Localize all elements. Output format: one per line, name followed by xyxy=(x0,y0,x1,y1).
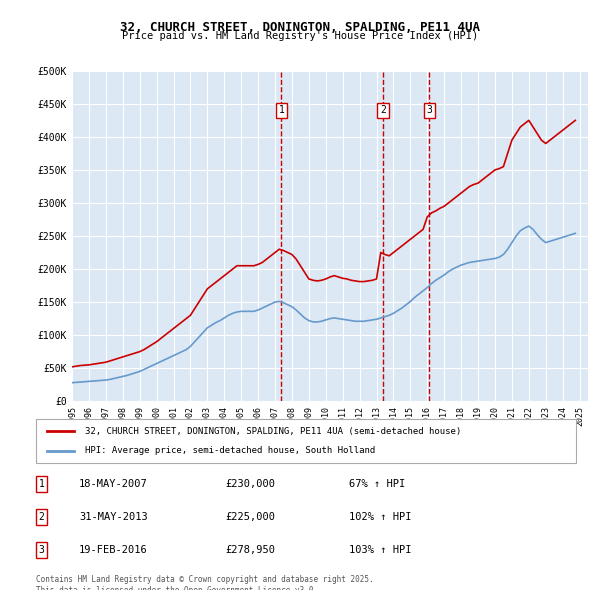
Text: 2: 2 xyxy=(38,512,44,522)
Text: 19-FEB-2016: 19-FEB-2016 xyxy=(79,545,148,555)
Text: £225,000: £225,000 xyxy=(225,512,275,522)
Text: 2: 2 xyxy=(380,106,386,116)
Text: 3: 3 xyxy=(38,545,44,555)
Text: 1: 1 xyxy=(278,106,284,116)
Text: 32, CHURCH STREET, DONINGTON, SPALDING, PE11 4UA: 32, CHURCH STREET, DONINGTON, SPALDING, … xyxy=(120,21,480,34)
Text: 102% ↑ HPI: 102% ↑ HPI xyxy=(349,512,412,522)
FancyBboxPatch shape xyxy=(36,419,576,463)
Text: 103% ↑ HPI: 103% ↑ HPI xyxy=(349,545,412,555)
Text: 31-MAY-2013: 31-MAY-2013 xyxy=(79,512,148,522)
Text: HPI: Average price, semi-detached house, South Holland: HPI: Average price, semi-detached house,… xyxy=(85,446,375,455)
Text: 32, CHURCH STREET, DONINGTON, SPALDING, PE11 4UA (semi-detached house): 32, CHURCH STREET, DONINGTON, SPALDING, … xyxy=(85,427,461,436)
Text: 3: 3 xyxy=(427,106,433,116)
Text: 1: 1 xyxy=(38,479,44,489)
Text: £278,950: £278,950 xyxy=(225,545,275,555)
Text: Contains HM Land Registry data © Crown copyright and database right 2025.
This d: Contains HM Land Registry data © Crown c… xyxy=(36,575,374,590)
Text: 18-MAY-2007: 18-MAY-2007 xyxy=(79,479,148,489)
Text: Price paid vs. HM Land Registry's House Price Index (HPI): Price paid vs. HM Land Registry's House … xyxy=(122,31,478,41)
Text: 67% ↑ HPI: 67% ↑ HPI xyxy=(349,479,406,489)
Text: £230,000: £230,000 xyxy=(225,479,275,489)
